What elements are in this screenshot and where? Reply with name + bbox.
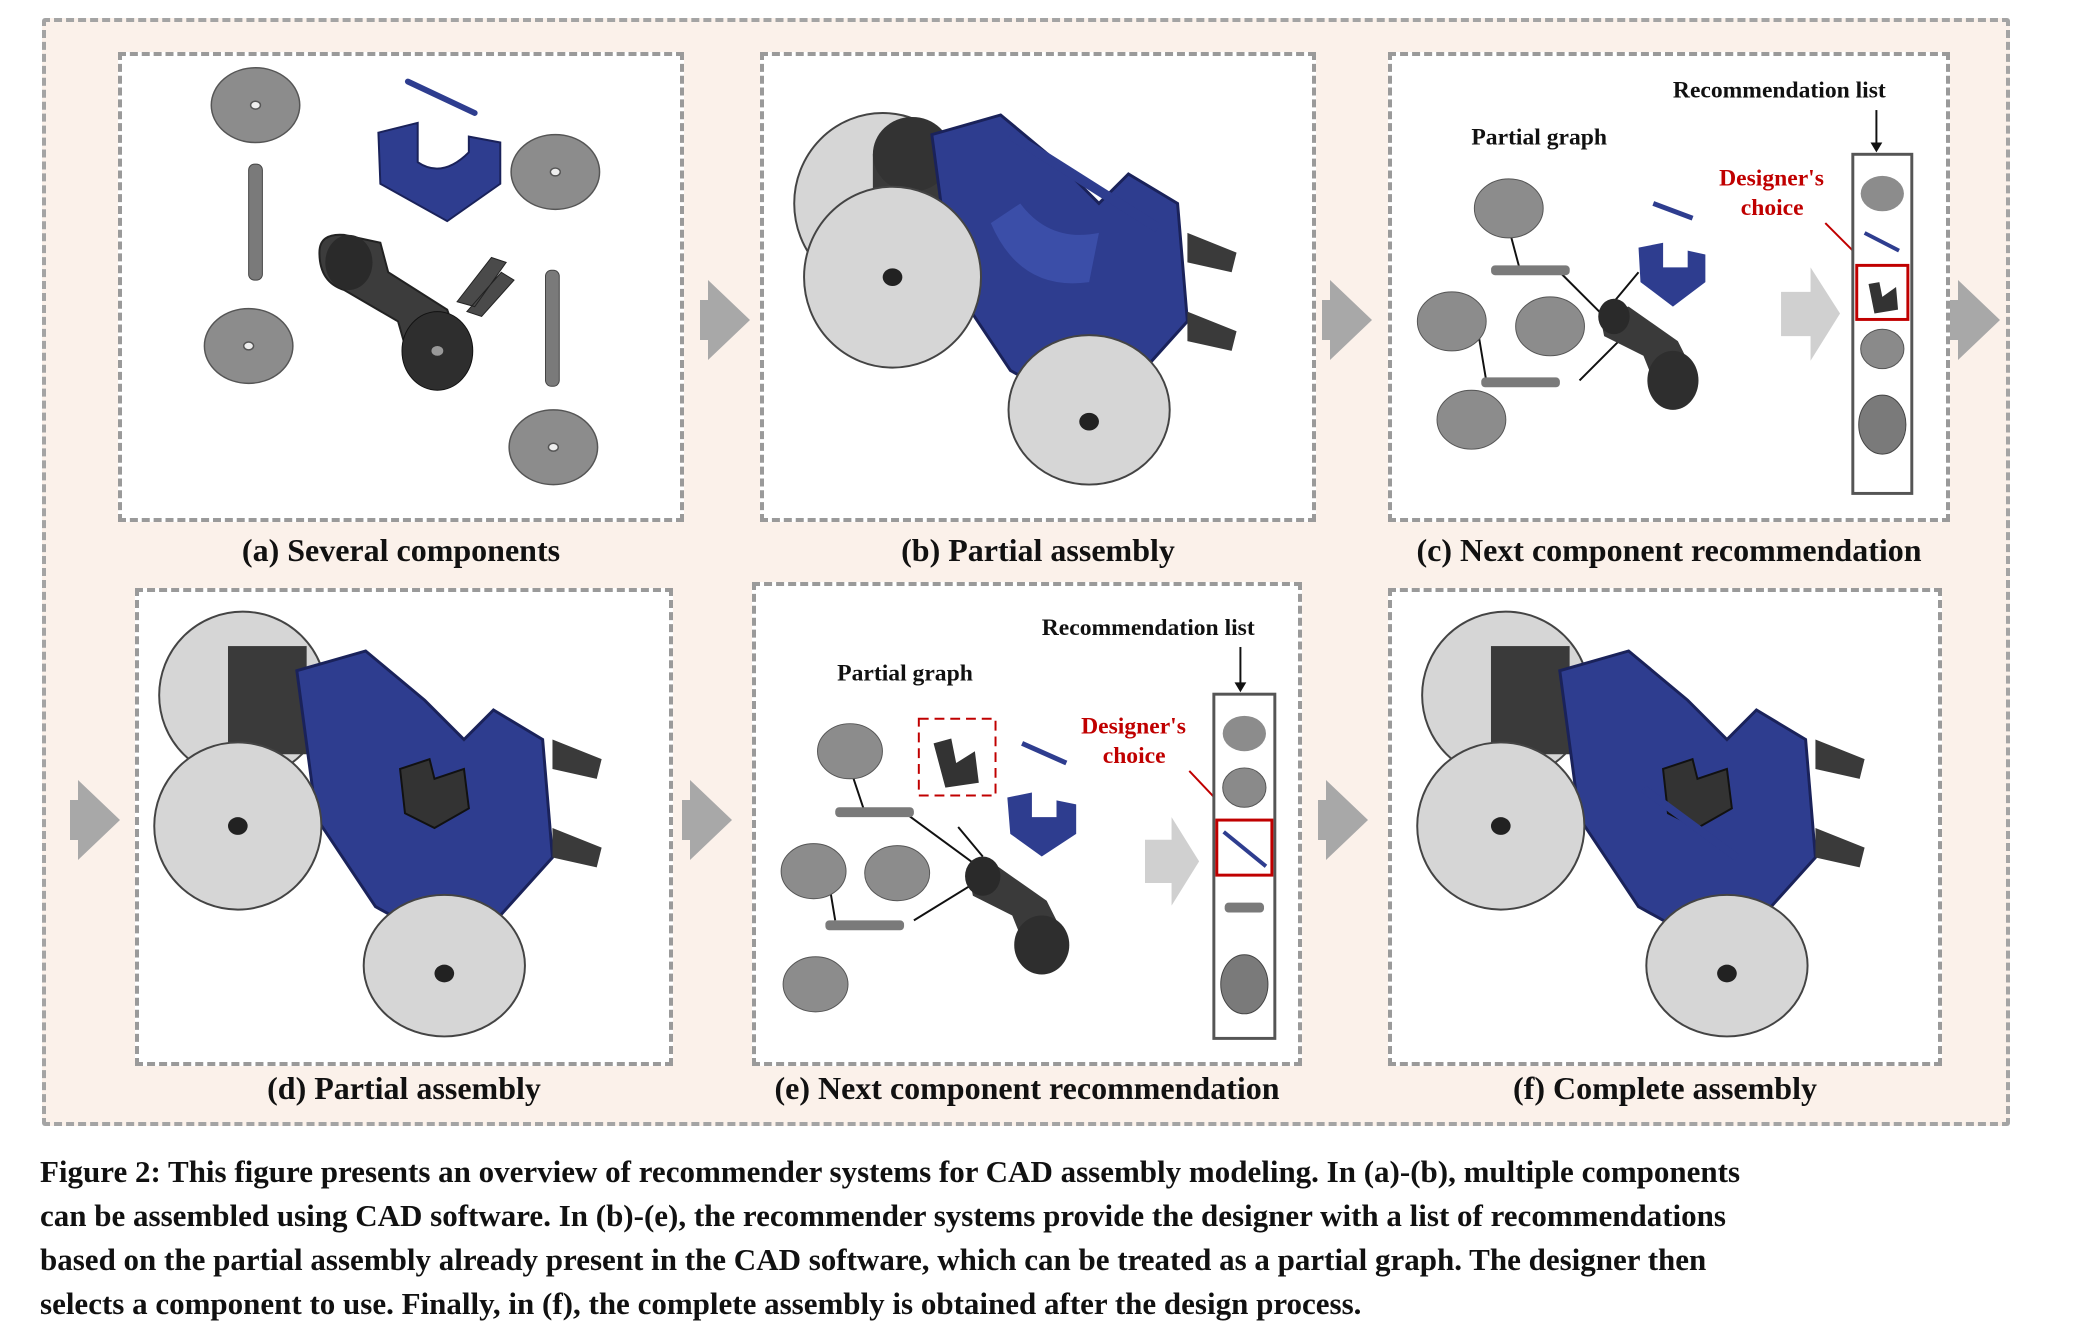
- panel-a: [118, 52, 684, 522]
- caption-line: can be assembled using CAD software. In …: [40, 1198, 1726, 1233]
- flow-arrow-icon: [700, 280, 750, 360]
- panel-f: [1388, 588, 1942, 1066]
- flow-arrow-icon: [682, 780, 732, 860]
- flow-arrow-icon: [1322, 280, 1372, 360]
- disc: [203, 67, 601, 486]
- flow-arrow-icon: [70, 780, 120, 860]
- designers-choice-line1: Designer's: [1719, 166, 1824, 192]
- partial-assembly-illustration: [793, 112, 1237, 486]
- caption-line: selects a component to use. Finally, in …: [40, 1286, 1362, 1321]
- panel-a-label: (a) Several components: [241, 532, 561, 568]
- designers-choice-highlight: [1215, 818, 1274, 877]
- designers-choice-line1: Designer's: [1081, 714, 1186, 740]
- panel-d-label: (d) Partial assembly: [267, 1070, 541, 1106]
- panel-c-label: (c) Next component recommendation: [1416, 532, 1922, 568]
- partial-assembly-illustration-d: [153, 610, 602, 1038]
- recommendation-illustration-c: Partial graph Recommendation list Design…: [1416, 77, 1914, 495]
- panel-e: Partial graph Recommendation list Design…: [752, 582, 1302, 1066]
- recommendation-list-label: Recommendation list: [1673, 77, 1886, 103]
- panel-b: [760, 52, 1316, 522]
- partial-graph-label: Partial graph: [837, 660, 973, 686]
- flow-arrow-icon: [1950, 280, 2000, 360]
- designers-choice-line2: choice: [1741, 195, 1804, 221]
- panel-e-label: (e) Next component recommendation: [774, 1070, 1280, 1106]
- components-illustration: [203, 67, 601, 486]
- designers-choice-line2: choice: [1103, 743, 1166, 769]
- flow-arrow-icon: [1318, 780, 1368, 860]
- figure-caption: Figure 2: This figure presents an overvi…: [40, 1150, 2040, 1326]
- panel-c: Partial graph Recommendation list Design…: [1388, 52, 1950, 522]
- complete-assembly-illustration: [1416, 610, 1865, 1038]
- recommendation-illustration-e: Partial graph Recommendation list Design…: [780, 615, 1277, 1040]
- panel-f-label: (f) Complete assembly: [1513, 1070, 1817, 1106]
- panel-b-label: (b) Partial assembly: [901, 532, 1175, 568]
- caption-line: based on the partial assembly already pr…: [40, 1242, 1707, 1277]
- recommendation-list-label: Recommendation list: [1042, 615, 1255, 641]
- panel-d: [135, 588, 673, 1066]
- caption-line: Figure 2: This figure presents an overvi…: [40, 1154, 1741, 1189]
- partial-graph-label: Partial graph: [1471, 124, 1607, 150]
- designers-choice-highlight: [1855, 263, 1910, 321]
